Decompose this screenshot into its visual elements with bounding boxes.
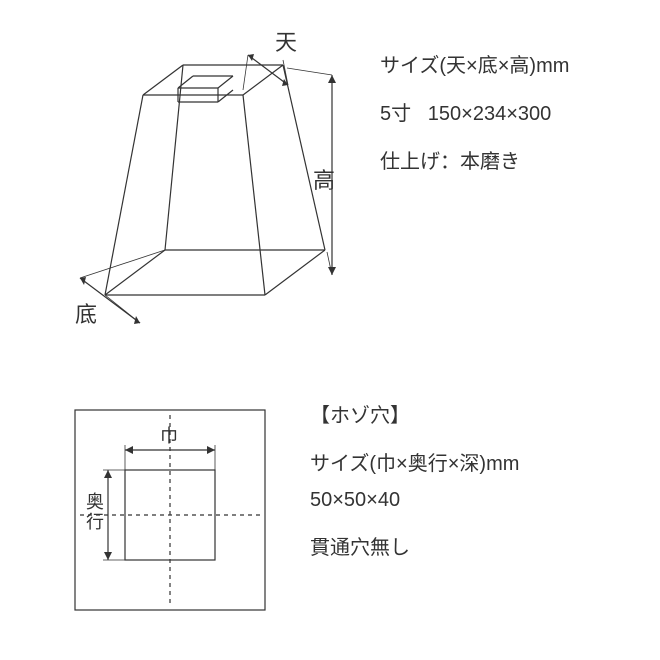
- spec-hole-dims: 50×50×40: [310, 484, 660, 516]
- label-top: 天: [275, 30, 297, 55]
- spec-size-header: サイズ(天×底×高)mm: [380, 50, 660, 82]
- spec-dims: 150×234×300: [428, 103, 551, 125]
- spec-hole-header: 【ホゾ穴】: [310, 400, 660, 432]
- label-depth-2: 行: [86, 512, 104, 532]
- spec-size-value: 5寸 150×234×300: [380, 98, 660, 130]
- spec-bottom-block: 【ホゾ穴】 サイズ(巾×奥行×深)mm 50×50×40 貫通穴無し: [310, 400, 660, 580]
- spec-hole-through: 貫通穴無し: [310, 532, 660, 564]
- hole-diagram: 巾 奥 行: [50, 400, 300, 620]
- spec-sun: 5寸: [380, 103, 411, 125]
- label-bottom: 底: [75, 302, 97, 327]
- label-depth-1: 奥: [86, 492, 104, 512]
- spec-hole-size-label: サイズ(巾×奥行×深)mm: [310, 448, 660, 480]
- label-height: 高: [313, 168, 335, 193]
- label-width: 巾: [160, 426, 178, 446]
- spec-finish: 仕上げ：本磨き: [380, 146, 660, 178]
- spec-top-block: サイズ(天×底×高)mm 5寸 150×234×300 仕上げ：本磨き: [380, 50, 660, 194]
- frustum-svg: 天 高 底: [30, 20, 340, 340]
- hole-svg: 巾 奥 行: [50, 400, 300, 620]
- frustum-diagram: 天 高 底: [30, 20, 340, 340]
